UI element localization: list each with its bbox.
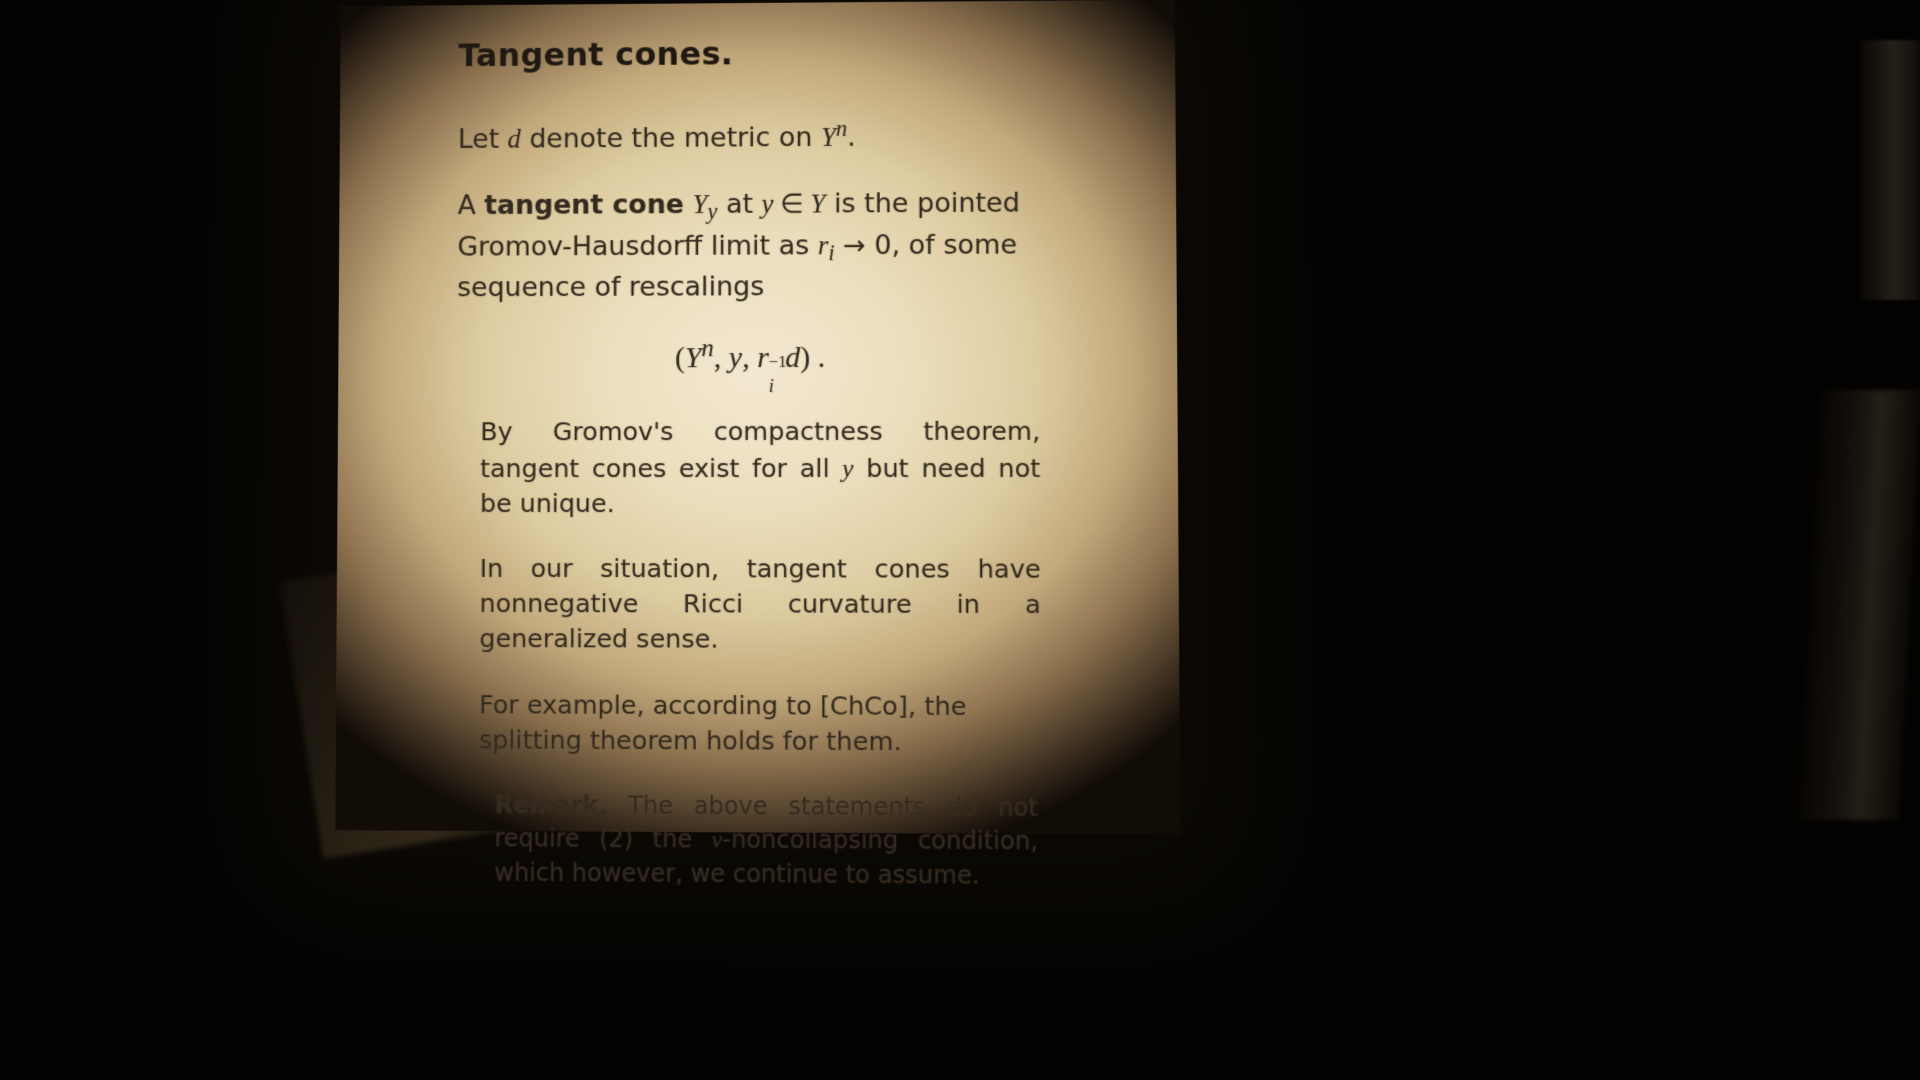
math-sup-n: n	[836, 116, 847, 141]
math-d: d	[508, 124, 521, 154]
eq-Y: Y	[685, 342, 702, 375]
eq-close: ) .	[800, 341, 825, 374]
display-equation: (Yn, y, r −1 i d) .	[457, 335, 1046, 376]
lower-block: By Gromov's compactness theorem, tangent…	[479, 415, 1042, 761]
eq-d: d	[785, 341, 800, 374]
slide-content: Tangent cones. Let d denote the metric o…	[454, 32, 1048, 924]
eq-comma: ,	[742, 342, 757, 375]
text: A	[458, 190, 485, 221]
projected-slide: Tangent cones. Let d denote the metric o…	[335, 0, 1180, 835]
remark-label: Remark.	[495, 791, 608, 820]
text: at	[717, 189, 761, 220]
eq-r: r	[757, 341, 769, 374]
math-Y: Y	[693, 189, 708, 219]
text: .	[847, 122, 856, 153]
remark-block: Remark. The above statements do not requ…	[494, 789, 1038, 894]
paragraph-gromov-compactness: By Gromov's compactness theorem, tangent…	[480, 415, 1041, 522]
eq-y: y	[729, 342, 742, 375]
eq-sup-minus1: −1	[769, 352, 787, 372]
math-y: y	[762, 189, 774, 219]
paragraph-tangent-cone-def: A tangent cone Yy at y ∈ Y is the pointe…	[457, 185, 1046, 307]
term-tangent-cone: tangent cone	[484, 190, 684, 222]
math-sub-y: y	[708, 200, 718, 225]
paragraph-metric: Let d denote the metric on Yn.	[458, 112, 1045, 158]
eq-sub-i: i	[769, 376, 774, 398]
eq-n: n	[701, 336, 713, 363]
paragraph-ricci: In our situation, tangent cones have non…	[479, 552, 1041, 659]
eq-open: (	[675, 342, 685, 375]
paragraph-remark: Remark. The above statements do not requ…	[494, 789, 1038, 894]
wall-strip-upper	[1860, 40, 1920, 300]
math-Y: Y	[810, 189, 825, 219]
text: denote the metric on	[521, 122, 821, 154]
text: Let	[458, 124, 508, 155]
slide-title: Tangent cones.	[458, 32, 1044, 74]
eq-comma: ,	[714, 342, 729, 375]
room-background: Tangent cones. Let d denote the metric o…	[0, 0, 1920, 1080]
text	[684, 189, 693, 220]
math-v: v	[712, 827, 723, 853]
wall-strip-lower	[1799, 390, 1920, 820]
math-in: ∈	[774, 189, 811, 219]
math-y: y	[842, 454, 853, 483]
math-r: r	[818, 230, 829, 260]
math-Y: Y	[821, 122, 836, 152]
paragraph-splitting: For example, according to [ChCo], the sp…	[479, 688, 1042, 761]
